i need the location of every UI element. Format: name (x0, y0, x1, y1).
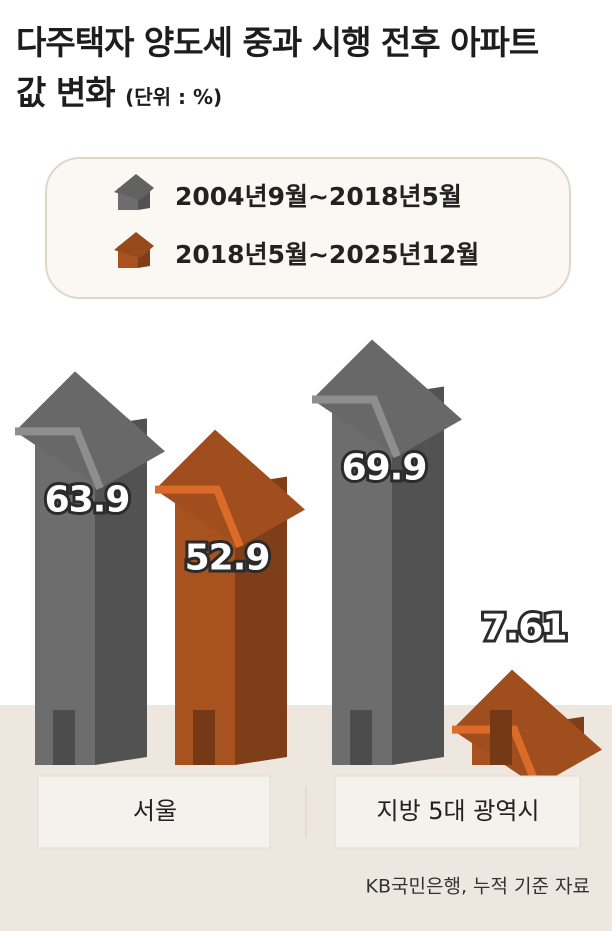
header: 다주택자 양도세 중과 시행 전후 아파트값 변화 (단위 : %) (16, 18, 546, 122)
x-tick-label: 서울 (133, 797, 177, 825)
roof-trim (15, 427, 104, 490)
legend-label: 2018년5월~2025년12월 (175, 240, 479, 269)
legend-icon (114, 174, 154, 200)
legend-label: 2004년9월~2018년5월 (175, 182, 462, 211)
value-label: 63.9 (45, 479, 130, 520)
bar-side (235, 476, 287, 765)
legend-box (45, 157, 571, 299)
category-box (37, 775, 271, 849)
door (350, 710, 372, 765)
chart-title: 다주택자 양도세 중과 시행 전후 아파트값 변화 (16, 23, 539, 112)
x-tick-label: 지방 5대 광역시 (376, 797, 539, 825)
bar-side (392, 386, 444, 765)
roof (15, 371, 165, 489)
bar (332, 394, 392, 765)
door (490, 710, 512, 765)
source: KB국민은행, 누적 기준 자료 (366, 876, 590, 898)
door (193, 710, 215, 765)
roof (452, 669, 602, 787)
roof (312, 339, 462, 457)
roof-trim (452, 725, 541, 789)
door (53, 710, 75, 765)
bar (35, 426, 95, 765)
roof-trim (155, 485, 244, 549)
roof (155, 429, 305, 547)
value-label: 52.9 (185, 538, 270, 579)
category-box (334, 775, 581, 849)
bar-side (95, 418, 147, 765)
roof-trim (312, 395, 401, 459)
legend: 2004년9월~2018년5월 2018년5월~2025년12월 (114, 174, 479, 269)
value-label: 69.9 (342, 448, 427, 489)
chart-subtitle: (단위 : %) (125, 85, 223, 109)
legend-icon (114, 232, 154, 258)
value-label: 7.61 (482, 608, 567, 649)
plot: 63.9 69.9 52.9 7.61 (15, 339, 602, 789)
